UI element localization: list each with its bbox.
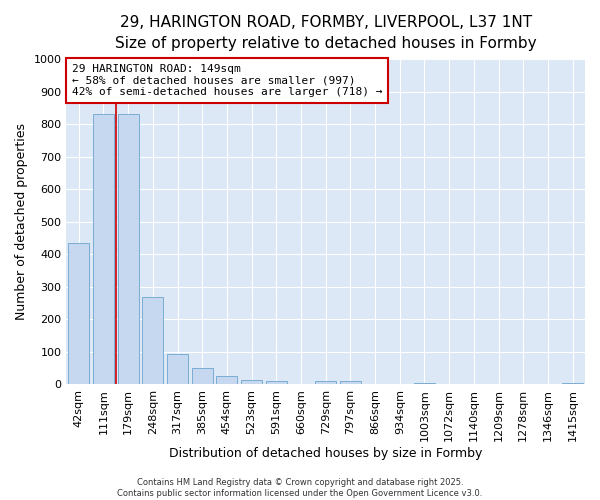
Bar	[118, 114, 139, 384]
X-axis label: Distribution of detached houses by size in Formby: Distribution of detached houses by size …	[169, 447, 482, 460]
Bar	[266, 381, 287, 384]
Bar	[315, 381, 336, 384]
Bar	[217, 376, 238, 384]
Text: 29 HARINGTON ROAD: 149sqm
← 58% of detached houses are smaller (997)
42% of semi: 29 HARINGTON ROAD: 149sqm ← 58% of detac…	[71, 64, 382, 97]
Bar	[414, 383, 435, 384]
Bar	[562, 383, 583, 384]
Bar	[142, 296, 163, 384]
Bar	[192, 368, 213, 384]
Bar	[167, 354, 188, 384]
Bar	[241, 380, 262, 384]
Title: 29, HARINGTON ROAD, FORMBY, LIVERPOOL, L37 1NT
Size of property relative to deta: 29, HARINGTON ROAD, FORMBY, LIVERPOOL, L…	[115, 15, 536, 51]
Text: Contains HM Land Registry data © Crown copyright and database right 2025.
Contai: Contains HM Land Registry data © Crown c…	[118, 478, 482, 498]
Bar	[93, 114, 114, 384]
Bar	[340, 381, 361, 384]
Y-axis label: Number of detached properties: Number of detached properties	[15, 124, 28, 320]
Bar	[68, 243, 89, 384]
